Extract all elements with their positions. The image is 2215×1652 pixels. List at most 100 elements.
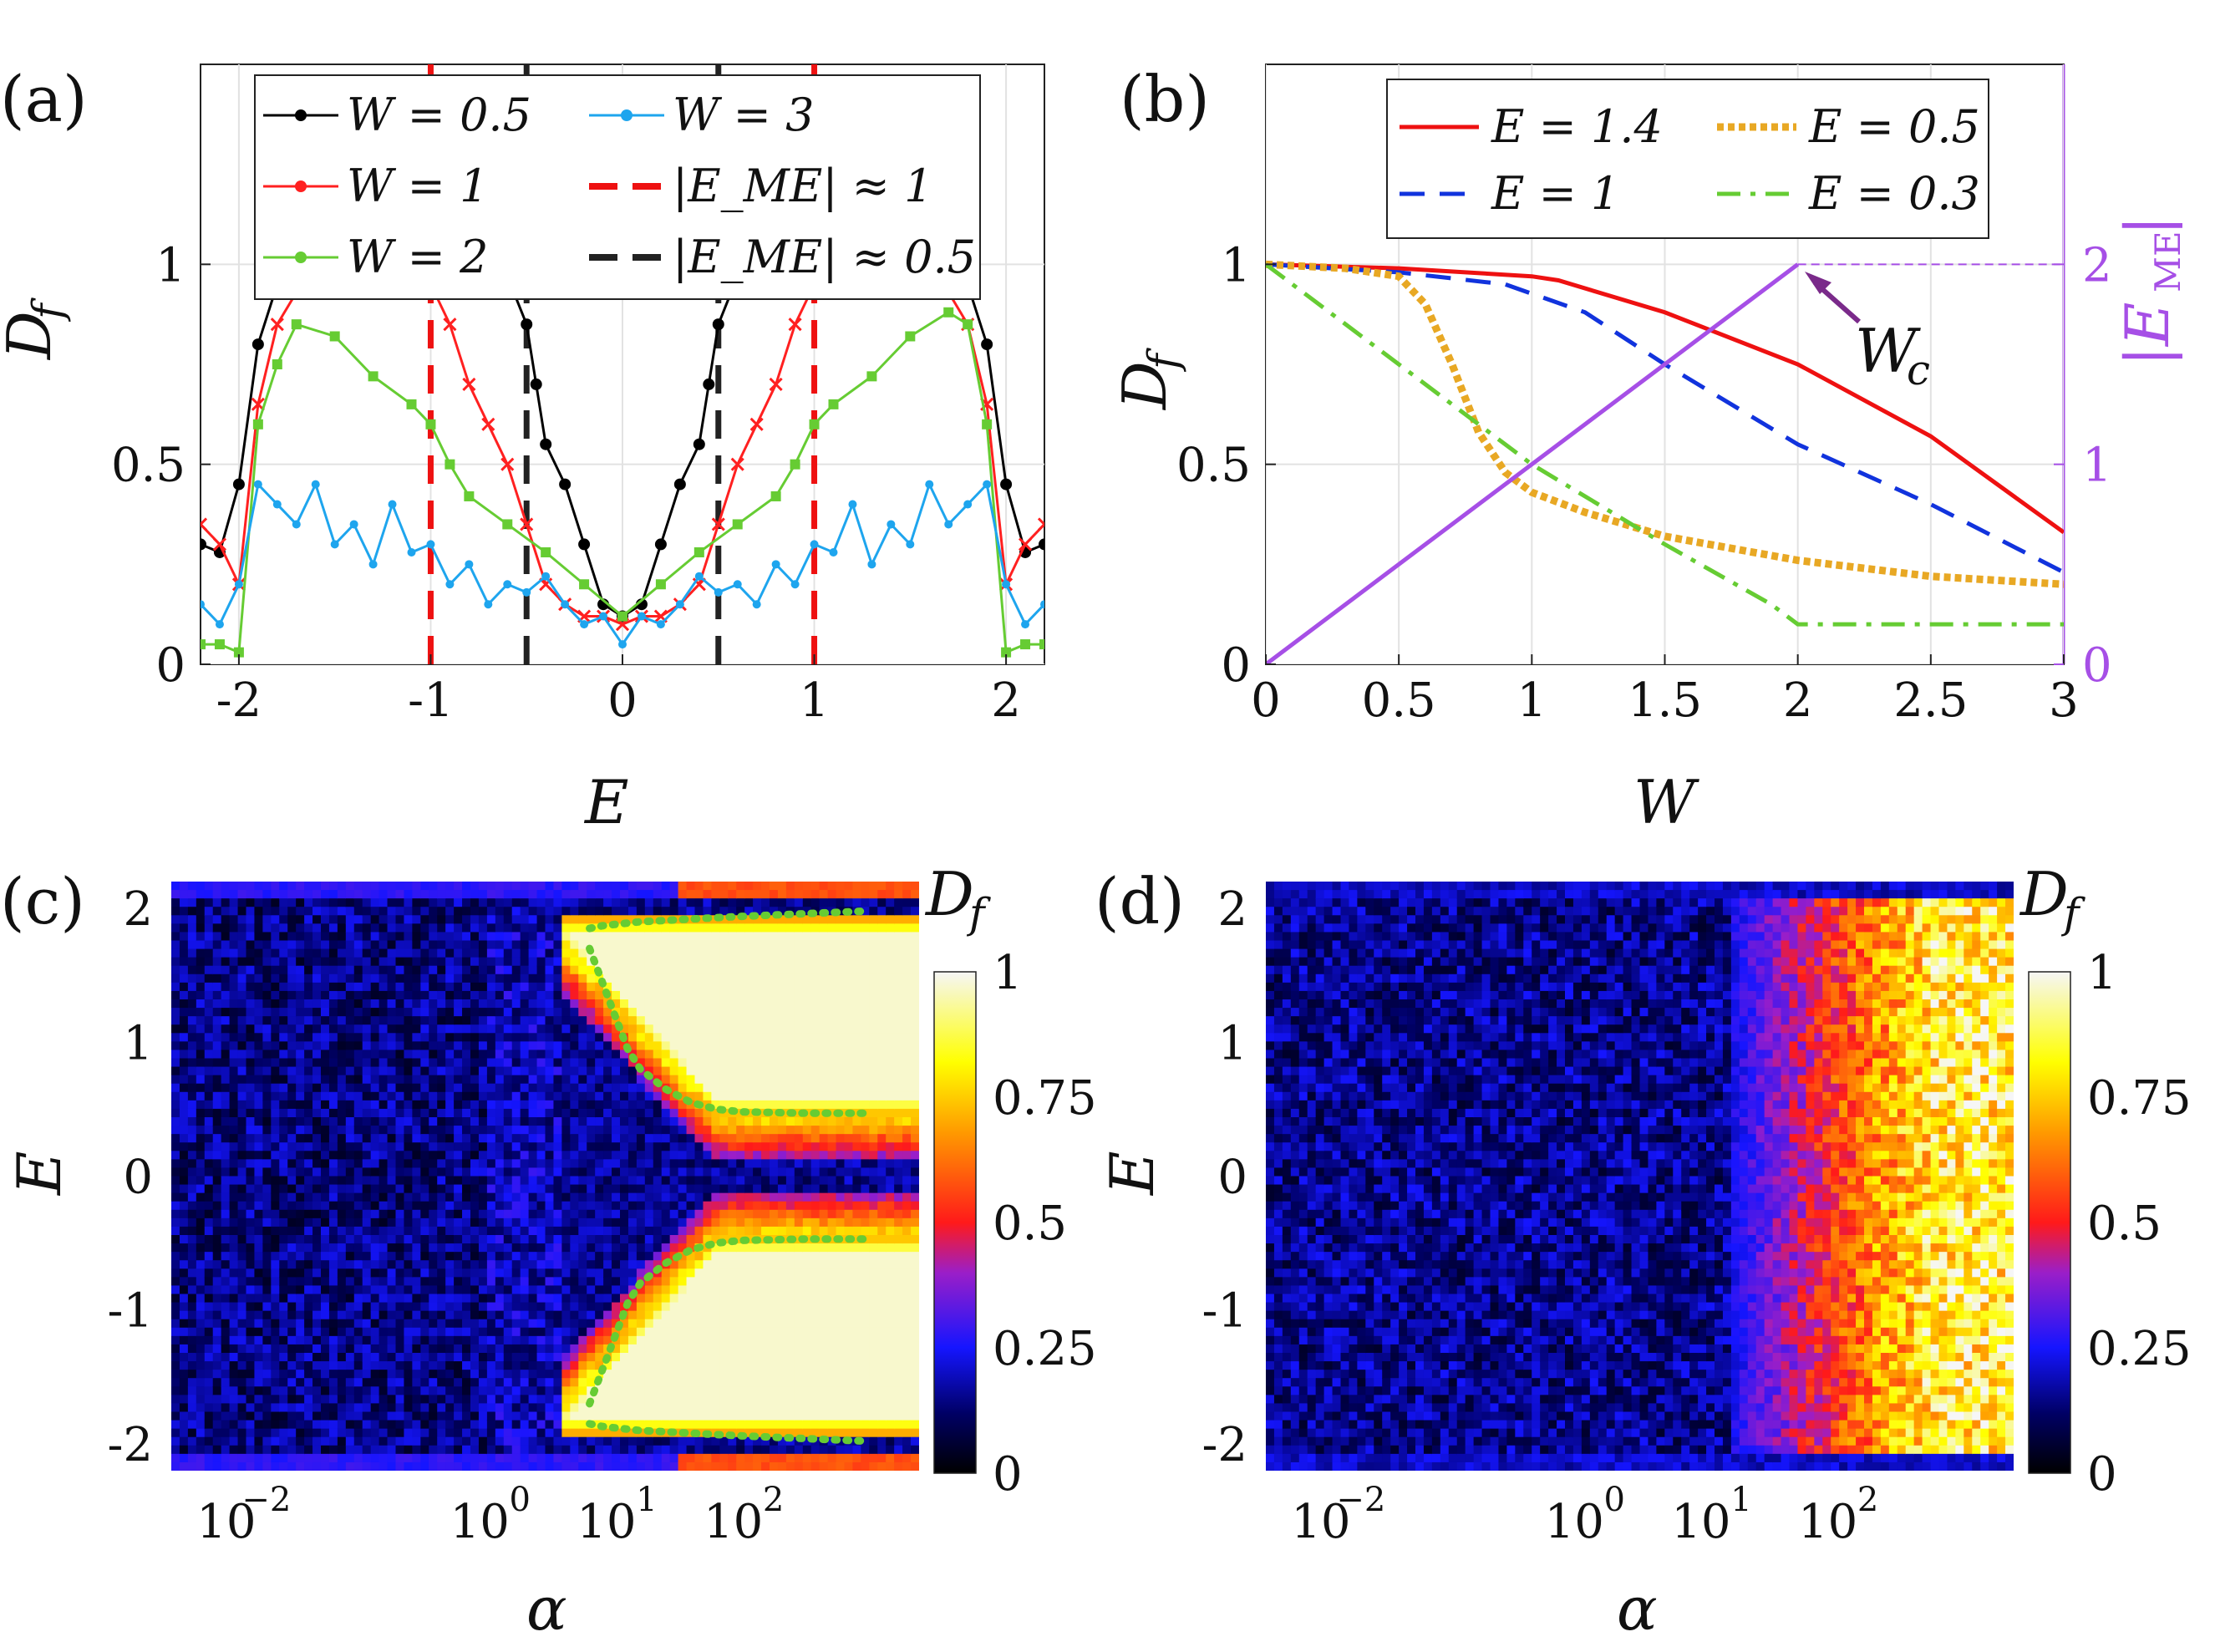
heatmap-cell xyxy=(694,1091,704,1101)
heatmap-cell xyxy=(287,1024,297,1034)
heatmap-cell xyxy=(478,1403,488,1413)
heatmap-cell xyxy=(669,1176,679,1186)
heatmap-cell xyxy=(528,1353,538,1362)
heatmap-cell xyxy=(287,1445,297,1455)
heatmap-cell xyxy=(661,1217,671,1228)
heatmap-cell xyxy=(636,1411,646,1421)
heatmap-cell xyxy=(445,973,455,984)
heatmap-cell xyxy=(686,1344,696,1354)
heatmap-cell xyxy=(486,1327,496,1337)
heatmap-cell xyxy=(296,1436,305,1446)
heatmap-cell xyxy=(445,1277,455,1287)
heatmap-cell xyxy=(179,1066,189,1076)
heatmap-cell xyxy=(653,1436,663,1446)
heatmap-cell xyxy=(404,1445,414,1455)
heatmap-cell xyxy=(337,1151,347,1161)
heatmap-cell xyxy=(271,1386,281,1396)
heatmap-cell xyxy=(404,1209,414,1219)
heatmap-cell xyxy=(595,1403,604,1413)
heatmap-cell xyxy=(362,1403,372,1413)
y-tick-label: 0.5 xyxy=(1176,439,1251,493)
heatmap-cell xyxy=(378,1192,389,1202)
heatmap-cell xyxy=(212,1420,222,1430)
heatmap-cell xyxy=(387,890,397,899)
heatmap-cell xyxy=(296,1024,305,1034)
heatmap-cell xyxy=(362,932,372,942)
heatmap-cell xyxy=(420,1277,430,1287)
heatmap-cell xyxy=(287,1319,297,1329)
heatmap-cell xyxy=(528,923,538,933)
heatmap-cell xyxy=(387,898,397,908)
heatmap-cell xyxy=(404,1016,414,1026)
heatmap-cell xyxy=(644,1453,654,1463)
heatmap-cell xyxy=(171,1361,180,1370)
heatmap-cell xyxy=(703,1335,713,1345)
heatmap-cell xyxy=(296,1167,305,1177)
heatmap-cell xyxy=(279,1100,289,1110)
data-point xyxy=(520,517,534,531)
heatmap-cell xyxy=(553,1302,563,1312)
heatmap-cell xyxy=(304,1008,313,1017)
heatmap-cell xyxy=(345,1310,355,1320)
heatmap-cell xyxy=(653,1176,663,1186)
heatmap-cell xyxy=(612,1378,621,1388)
heatmap-cell xyxy=(221,1184,231,1194)
heatmap-cell xyxy=(179,965,189,975)
heatmap-cell xyxy=(404,1151,414,1161)
heatmap-cell xyxy=(395,1184,405,1194)
heatmap-cell xyxy=(669,1142,679,1152)
heatmap-cell xyxy=(703,965,713,975)
heatmap-cell xyxy=(587,1310,596,1320)
y-tick-label: 0.5 xyxy=(111,439,185,493)
heatmap-cell xyxy=(312,1217,322,1228)
heatmap-cell xyxy=(669,948,679,958)
heatmap-cell xyxy=(653,1395,663,1405)
heatmap-cell xyxy=(644,1184,654,1194)
heatmap-cell xyxy=(337,1361,347,1370)
heatmap-cell xyxy=(171,1277,180,1287)
heatmap-cell xyxy=(528,1411,538,1421)
heatmap-cell xyxy=(262,1016,272,1026)
heatmap-cell xyxy=(229,1176,239,1186)
heatmap-cell xyxy=(312,1353,322,1362)
heatmap-cell xyxy=(669,1335,679,1345)
heatmap-cell xyxy=(627,1361,638,1370)
heatmap-cell xyxy=(337,1108,347,1118)
heatmap-cell xyxy=(678,1294,688,1304)
heatmap-cell xyxy=(229,1167,239,1177)
heatmap-cell xyxy=(362,1126,372,1135)
heatmap-cell xyxy=(644,1117,654,1126)
data-point xyxy=(790,580,800,589)
heatmap-cell xyxy=(578,1386,588,1396)
heatmap-cell xyxy=(470,1033,480,1043)
heatmap-cell xyxy=(229,890,239,899)
heatmap-cell xyxy=(711,1075,721,1085)
heatmap-cell xyxy=(445,1134,455,1144)
heatmap-cell xyxy=(345,1344,355,1354)
heatmap-cell xyxy=(711,1134,721,1144)
heatmap-cell xyxy=(536,1461,546,1471)
heatmap-cell xyxy=(578,1142,588,1152)
heatmap-cell xyxy=(603,973,612,984)
heatmap-cell xyxy=(287,990,297,1000)
heatmap-cell xyxy=(486,1445,496,1455)
heatmap-cell xyxy=(470,1302,480,1312)
data-point xyxy=(330,540,339,549)
heatmap-cell xyxy=(703,1403,713,1413)
heatmap-cell xyxy=(171,1226,180,1236)
heatmap-cell xyxy=(287,1294,297,1304)
heatmap-cell xyxy=(536,1066,546,1076)
heatmap-cell xyxy=(661,1277,671,1287)
heatmap-cell xyxy=(711,999,721,1009)
heatmap-cell xyxy=(703,1294,713,1304)
heatmap-cell xyxy=(437,1016,446,1026)
heatmap-cell xyxy=(462,1041,471,1051)
heatmap-cell xyxy=(603,1050,612,1060)
heatmap-cell xyxy=(437,1420,446,1430)
heatmap-cell xyxy=(678,1167,688,1177)
heatmap-cell xyxy=(279,1167,289,1177)
heatmap-cell xyxy=(271,1024,281,1034)
heatmap-cell xyxy=(462,1453,471,1463)
heatmap-cell xyxy=(221,957,231,967)
heatmap-cell xyxy=(536,1335,546,1345)
